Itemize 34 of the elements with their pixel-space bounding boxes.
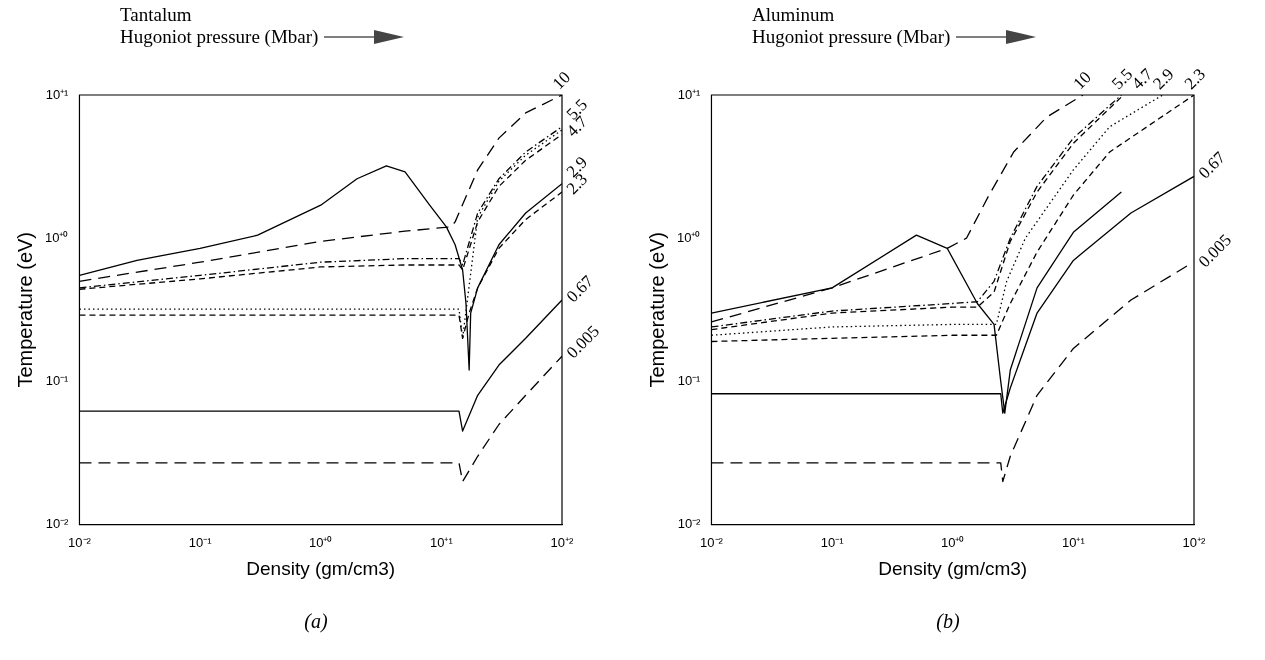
y-tick-label: 10⁻¹	[677, 372, 702, 388]
x-tick-label: 10⁻²	[700, 534, 724, 550]
y-tick-label: 10⁻²	[677, 516, 702, 532]
text: 2.3	[1180, 64, 1210, 93]
chart-title: Tantalum	[120, 4, 193, 26]
x-tick-label: 10⁻²	[68, 534, 92, 550]
y-tick-label: 10⁻¹	[45, 372, 70, 388]
chart-title: Aluminum	[752, 4, 836, 26]
y-tick-label: 10⁺⁰	[44, 229, 69, 245]
text: (a)	[303, 610, 329, 633]
x-tick-label: 10⁺²	[1182, 534, 1207, 550]
text: 0.67	[1194, 147, 1230, 183]
x-tick-label: 10⁻¹	[188, 534, 213, 550]
chart-subtitle: Hugoniot pressure (Mbar)	[752, 26, 951, 48]
y-tick-label: 10⁺⁰	[676, 229, 701, 245]
x-tick-label: 10⁻¹	[820, 534, 845, 550]
x-axis-title: Density (gm/cm3)	[878, 557, 1028, 579]
x-tick-label: 10⁺¹	[1061, 534, 1086, 550]
y-tick-label: 10⁺¹	[677, 86, 702, 102]
y-axis-title: Temperature (eV)	[645, 231, 668, 388]
text: (b)	[935, 610, 961, 633]
y-axis-title: Temperature (eV)	[13, 231, 36, 388]
x-axis-title: Density (gm/cm3)	[246, 557, 396, 579]
text: 10	[548, 67, 575, 93]
text: 0.67	[562, 271, 598, 307]
y-tick-label: 10⁺¹	[45, 86, 70, 102]
x-tick-label: 10⁺⁰	[941, 534, 965, 550]
x-tick-label: 10⁺¹	[429, 534, 454, 550]
y-tick-label: 10⁻²	[45, 516, 70, 532]
chart-subtitle: Hugoniot pressure (Mbar)	[120, 26, 319, 48]
text: 10	[1069, 67, 1095, 93]
text: 2.9	[1149, 64, 1178, 93]
x-tick-label: 10⁺²	[550, 534, 575, 550]
x-tick-label: 10⁺⁰	[309, 534, 333, 550]
